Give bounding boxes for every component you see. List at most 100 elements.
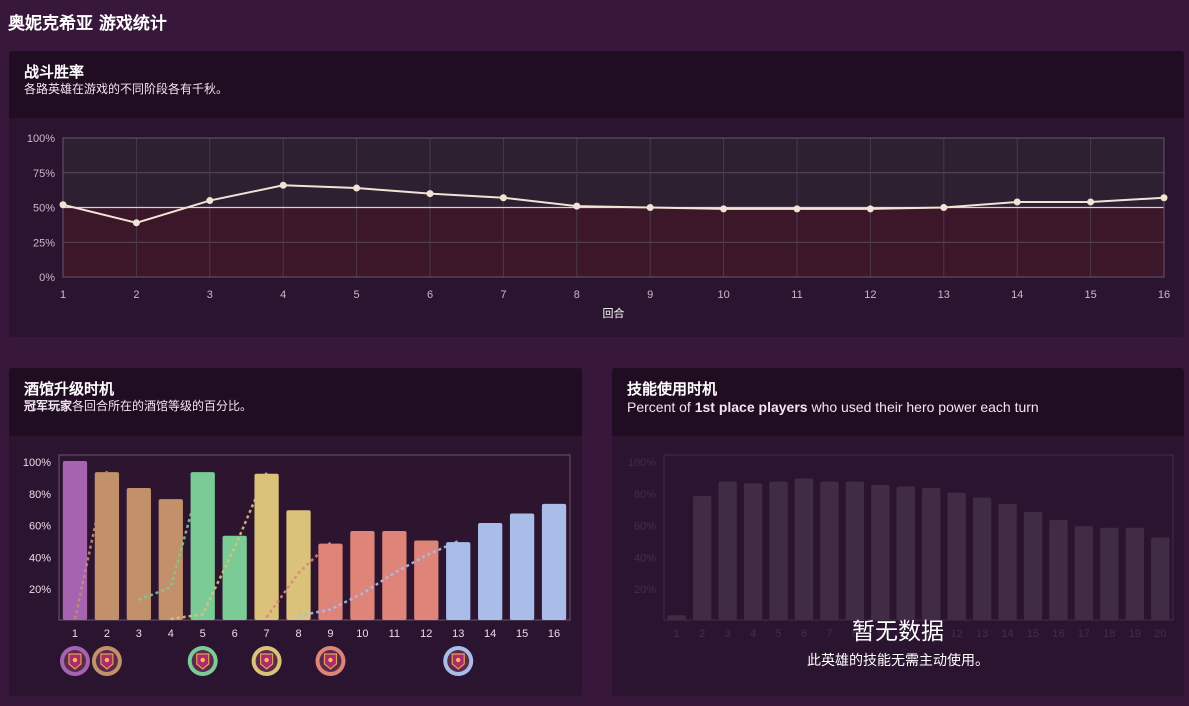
winrate-panel: 战斗胜率 各路英雄在游戏的不同阶段各有千秋。 100% 75% 50% 25% 0% 1 2… [9, 51, 1184, 337]
heropower-x-tick: 13 [976, 628, 988, 640]
heropower-subtitle: Percent of 1st place players who used th… [627, 399, 1170, 415]
tavern-bar [126, 488, 151, 620]
winrate-x-tick: 11 [791, 289, 802, 301]
heropower-x-tick: 10 [900, 628, 912, 640]
heropower-y-tick: 40% [634, 552, 656, 564]
winrate-point [793, 205, 801, 213]
heropower-x-tick: 2 [699, 628, 705, 640]
heropower-x-tick: 18 [1103, 628, 1115, 640]
heropower-bar [1049, 519, 1068, 620]
winrate-point [353, 184, 361, 192]
tavern-y-tick: 80% [29, 489, 51, 501]
tavern-y-tick: 20% [29, 584, 51, 596]
tavern-upgrade-icon [251, 646, 282, 676]
tavern-x-tick: 11 [389, 628, 400, 640]
winrate-title: 战斗胜率 [24, 63, 85, 81]
heropower-subtitle-bold: 1st place players [694, 399, 808, 415]
heropower-x-tick: 4 [750, 628, 756, 640]
heropower-y-tick: 80% [634, 489, 656, 501]
badge-gem [104, 657, 110, 663]
heropower-bar [998, 503, 1017, 620]
heropower-subtitle-post: who used their hero power each turn [807, 399, 1039, 415]
page-title: 奥妮克希亚 游戏统计 [8, 14, 167, 34]
winrate-x-tick: 4 [280, 289, 286, 301]
tavern-upgrade-icon [187, 646, 218, 676]
tavern-header: 酒馆升级时机 冠军玩家各回合所在的酒馆等级的百分比。 [9, 368, 582, 436]
tavern-x-tick: 8 [295, 628, 301, 640]
heropower-x-tick: 6 [801, 628, 807, 640]
winrate-line [62, 184, 1165, 224]
tavern-x-tick: 10 [356, 628, 368, 640]
heropower-bar [871, 484, 890, 620]
winrate-y-tick: 100% [27, 133, 55, 145]
heropower-bar [667, 615, 686, 620]
heropower-x-tick: 20 [1154, 628, 1166, 640]
heropower-x-tick: 17 [1078, 628, 1090, 640]
winrate-subtitle: 各路英雄在游戏的不同阶段各有千秋。 [24, 82, 229, 96]
heropower-bar [1100, 527, 1119, 620]
tavern-tier-line [73, 470, 109, 620]
badge-gem [456, 657, 461, 663]
heropower-bar [820, 481, 839, 620]
tavern-x-tick: 6 [232, 628, 238, 640]
tavern-x-tick: 12 [420, 628, 432, 640]
heropower-bar [947, 492, 966, 620]
winrate-point [426, 190, 434, 198]
winrate-x-tick: 3 [207, 289, 213, 301]
winrate-y-tick: 0% [39, 272, 55, 284]
tavern-bar [190, 472, 215, 620]
winrate-x-tick: 5 [354, 289, 360, 301]
winrate-point [279, 181, 287, 189]
winrate-header: 战斗胜率 各路英雄在游戏的不同阶段各有千秋。 [9, 51, 1184, 118]
tavern-upgrade-icon [443, 646, 474, 676]
tavern-tier-line [138, 470, 204, 602]
winrate-x-tick: 15 [1084, 289, 1096, 301]
tavern-title: 酒馆升级时机 [24, 380, 115, 398]
tavern-bar [446, 542, 471, 620]
heropower-x-tick: 1 [674, 628, 680, 640]
heropower-title: 技能使用时机 [627, 380, 718, 398]
heropower-bar [1125, 527, 1144, 620]
heropower-y-tick: 100% [628, 457, 656, 469]
tavern-x-tick: 1 [72, 628, 78, 640]
tavern-subtitle-bold: 冠军玩家 [24, 399, 73, 413]
heropower-x-tick: 15 [1027, 628, 1039, 640]
winrate-x-axis-label: 回合 [603, 306, 625, 320]
heropower-panel: 技能使用时机 Percent of 1st place players who … [612, 368, 1184, 696]
heropower-x-tick: 5 [775, 628, 781, 640]
heropower-bar [718, 481, 737, 620]
winrate-x-tick: 1 [60, 289, 66, 301]
heropower-bar [1151, 537, 1170, 620]
winrate-point [1160, 194, 1168, 202]
tavern-x-tick: 3 [136, 628, 142, 640]
heropower-y-tick: 60% [634, 521, 656, 533]
winrate-x-tick: 6 [427, 289, 433, 301]
nodata-message: 此英雄的技能无需主动使用。 [807, 653, 989, 669]
heropower-body: 100% 80% 60% 40% 20% 1 2 3 4 5 6 7 8 9 10 11 12 13 14 15 16 1… [612, 436, 1184, 696]
winrate-x-tick: 16 [1158, 289, 1170, 301]
heropower-chart: 100%80%60%40%20%1 2 3 4 5 6 7 8 9 10 11 12 13 14 15 16 1… [628, 454, 1174, 666]
tavern-x-tick: 9 [327, 628, 333, 640]
winrate-x-tick: 10 [717, 289, 729, 301]
winrate-point [573, 202, 581, 210]
tavern-bar [318, 543, 343, 620]
tavern-bar [509, 513, 535, 620]
tavern-subtitle-rest: 各回合所在的酒馆等级的百分比。 [72, 399, 253, 413]
winrate-point [720, 205, 728, 213]
heropower-x-tick: 3 [725, 628, 731, 640]
heropower-bar [845, 481, 865, 620]
heropower-x-tick: 9 [877, 628, 883, 640]
badge-gem [264, 657, 269, 663]
heropower-bar [794, 478, 814, 620]
tavern-tier-line [265, 541, 332, 619]
tavern-bar [254, 473, 279, 620]
winrate-x-tick: 14 [1011, 289, 1023, 301]
tavern-x-tick: 15 [516, 628, 528, 640]
tavern-bar [62, 461, 88, 620]
tavern-bar [414, 540, 439, 620]
heropower-x-axis-label: 回合 [908, 652, 930, 666]
heropower-x-tick: 12 [951, 628, 963, 640]
tavern-tier-line [170, 472, 268, 621]
heropower-bar [743, 483, 763, 620]
tavern-y-tick: 100% [23, 457, 51, 469]
